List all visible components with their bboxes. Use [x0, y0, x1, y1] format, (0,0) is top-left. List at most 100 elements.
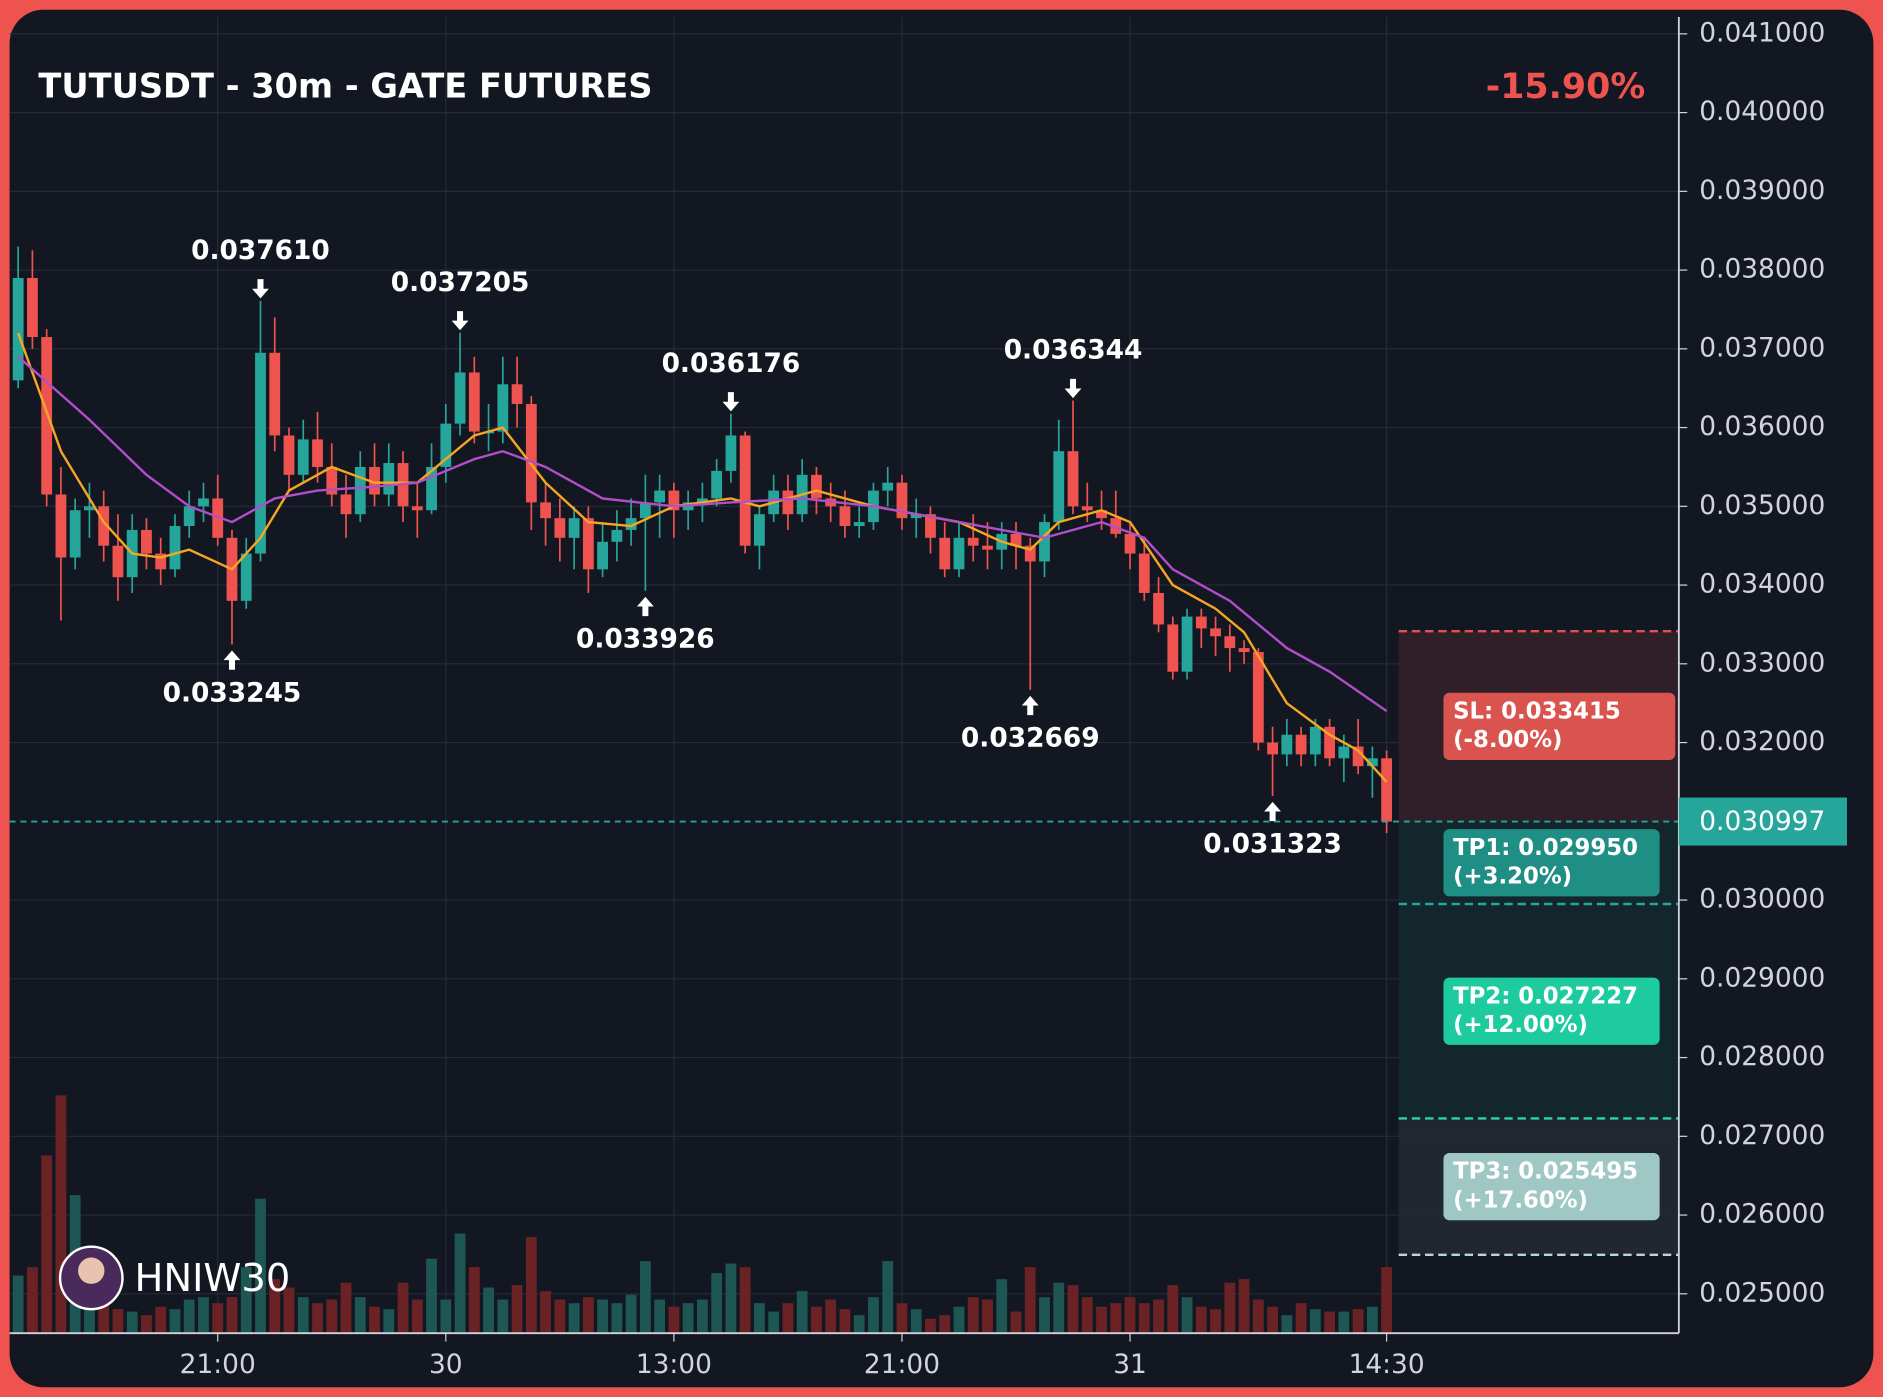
volume-bar: [483, 1287, 494, 1334]
volume-bar: [511, 1285, 523, 1334]
volume-bar: [212, 1303, 224, 1334]
y-tick-label: 0.029000: [1699, 962, 1825, 993]
candle-body: [1224, 636, 1236, 649]
candle-body: [754, 514, 765, 546]
volume-bar: [269, 1279, 281, 1334]
candle-body: [454, 372, 466, 424]
annotation-label: 0.033245: [163, 677, 302, 708]
x-tick-label: 13:00: [636, 1349, 712, 1380]
volume-bar: [1110, 1303, 1122, 1334]
volume-bar: [754, 1303, 765, 1334]
volume-bar: [1366, 1306, 1378, 1334]
level-box: [1443, 692, 1676, 760]
candle-body: [582, 518, 594, 570]
volume-bar: [55, 1095, 67, 1334]
candle-body: [1167, 624, 1179, 672]
y-tick-label: 0.035000: [1699, 490, 1825, 521]
avatar-face: [78, 1257, 105, 1284]
candle-body: [1309, 726, 1321, 755]
candle-body: [882, 482, 894, 491]
candle-body: [853, 522, 865, 527]
candle-body: [69, 510, 81, 558]
volume-bar: [1309, 1309, 1321, 1334]
moving-average: [17, 332, 1388, 783]
annotation-label: 0.036176: [662, 348, 801, 379]
level-box: [1443, 829, 1660, 897]
candle-body: [668, 490, 680, 511]
candle-body: [568, 518, 580, 538]
volume-bar: [1224, 1282, 1236, 1334]
volume-bar: [1195, 1306, 1207, 1334]
volume-bar: [12, 1275, 24, 1334]
candle-body: [41, 337, 53, 495]
annotation-label: 0.037205: [391, 267, 530, 298]
volume-bar: [226, 1297, 238, 1334]
candle-body: [212, 498, 224, 538]
volume-bar: [1352, 1309, 1364, 1334]
volume-bar: [1167, 1285, 1179, 1334]
volume-bar: [312, 1303, 323, 1334]
candle-body: [383, 463, 395, 495]
volume-bar: [297, 1297, 309, 1334]
candle-body: [340, 494, 352, 515]
volume-bar: [1281, 1315, 1293, 1334]
volume-bar: [84, 1306, 95, 1334]
volume-bar: [155, 1306, 167, 1334]
annotation-label: 0.036344: [1004, 335, 1143, 366]
candle-body: [540, 502, 551, 519]
candle-body: [939, 537, 951, 570]
volume-bar: [540, 1291, 551, 1334]
level-label: TP3: 0.025495: [1453, 1159, 1638, 1185]
candle-body: [283, 435, 295, 475]
candle-body: [1110, 518, 1122, 534]
y-tick-label: 0.032000: [1699, 726, 1825, 757]
volume-bar: [1181, 1297, 1193, 1334]
volume-bar: [1381, 1267, 1393, 1334]
candle-body: [1195, 616, 1207, 629]
level-box: [1443, 977, 1660, 1045]
candle-body: [1181, 616, 1193, 672]
candle-body: [497, 384, 509, 432]
y-tick-label: 0.038000: [1699, 254, 1825, 285]
volume-bar: [625, 1294, 637, 1334]
moving-average: [17, 355, 1388, 713]
level-change: (+3.20%): [1453, 864, 1572, 890]
volume-bar: [340, 1282, 352, 1334]
candle-body: [1267, 742, 1278, 755]
last-price-label: 0.030997: [1699, 806, 1825, 837]
candle-body: [411, 506, 423, 511]
volume-bar: [1238, 1279, 1250, 1334]
volume-bar: [654, 1299, 666, 1334]
volume-bar: [611, 1303, 623, 1334]
volume-bar: [639, 1261, 651, 1334]
volume-bar: [910, 1309, 922, 1334]
volume-bar: [1295, 1303, 1307, 1334]
candle-body: [169, 526, 181, 570]
level-box: [1443, 1152, 1660, 1221]
plot: 0.041000 0.040000 0.039000 0.038000 0.037000…: [9, 16, 1847, 1380]
level-label: TP1: 0.029950: [1453, 835, 1638, 861]
candle-body: [1252, 652, 1264, 743]
annotation-arrow: [451, 311, 469, 331]
volume-bar: [440, 1299, 452, 1334]
y-tick-label: 0.041000: [1699, 17, 1825, 48]
candle-body: [369, 466, 380, 495]
volume-bar: [525, 1237, 537, 1334]
candle-body: [326, 466, 338, 495]
volume-bar: [1081, 1297, 1093, 1334]
volume-bar: [1024, 1267, 1036, 1334]
volume-bar: [326, 1299, 338, 1334]
volume-bar: [126, 1311, 138, 1334]
candle-body: [625, 518, 637, 530]
last-price-tag: [1678, 797, 1847, 846]
candle-body: [910, 514, 922, 519]
candle-body: [12, 277, 24, 381]
candle-body: [354, 466, 366, 515]
volume-bar: [582, 1297, 594, 1334]
volume-bar: [711, 1273, 723, 1334]
candle-body: [255, 352, 266, 554]
volume-bar: [1096, 1306, 1107, 1334]
y-tick-label: 0.026000: [1699, 1199, 1825, 1230]
volume-bar: [1053, 1282, 1065, 1334]
